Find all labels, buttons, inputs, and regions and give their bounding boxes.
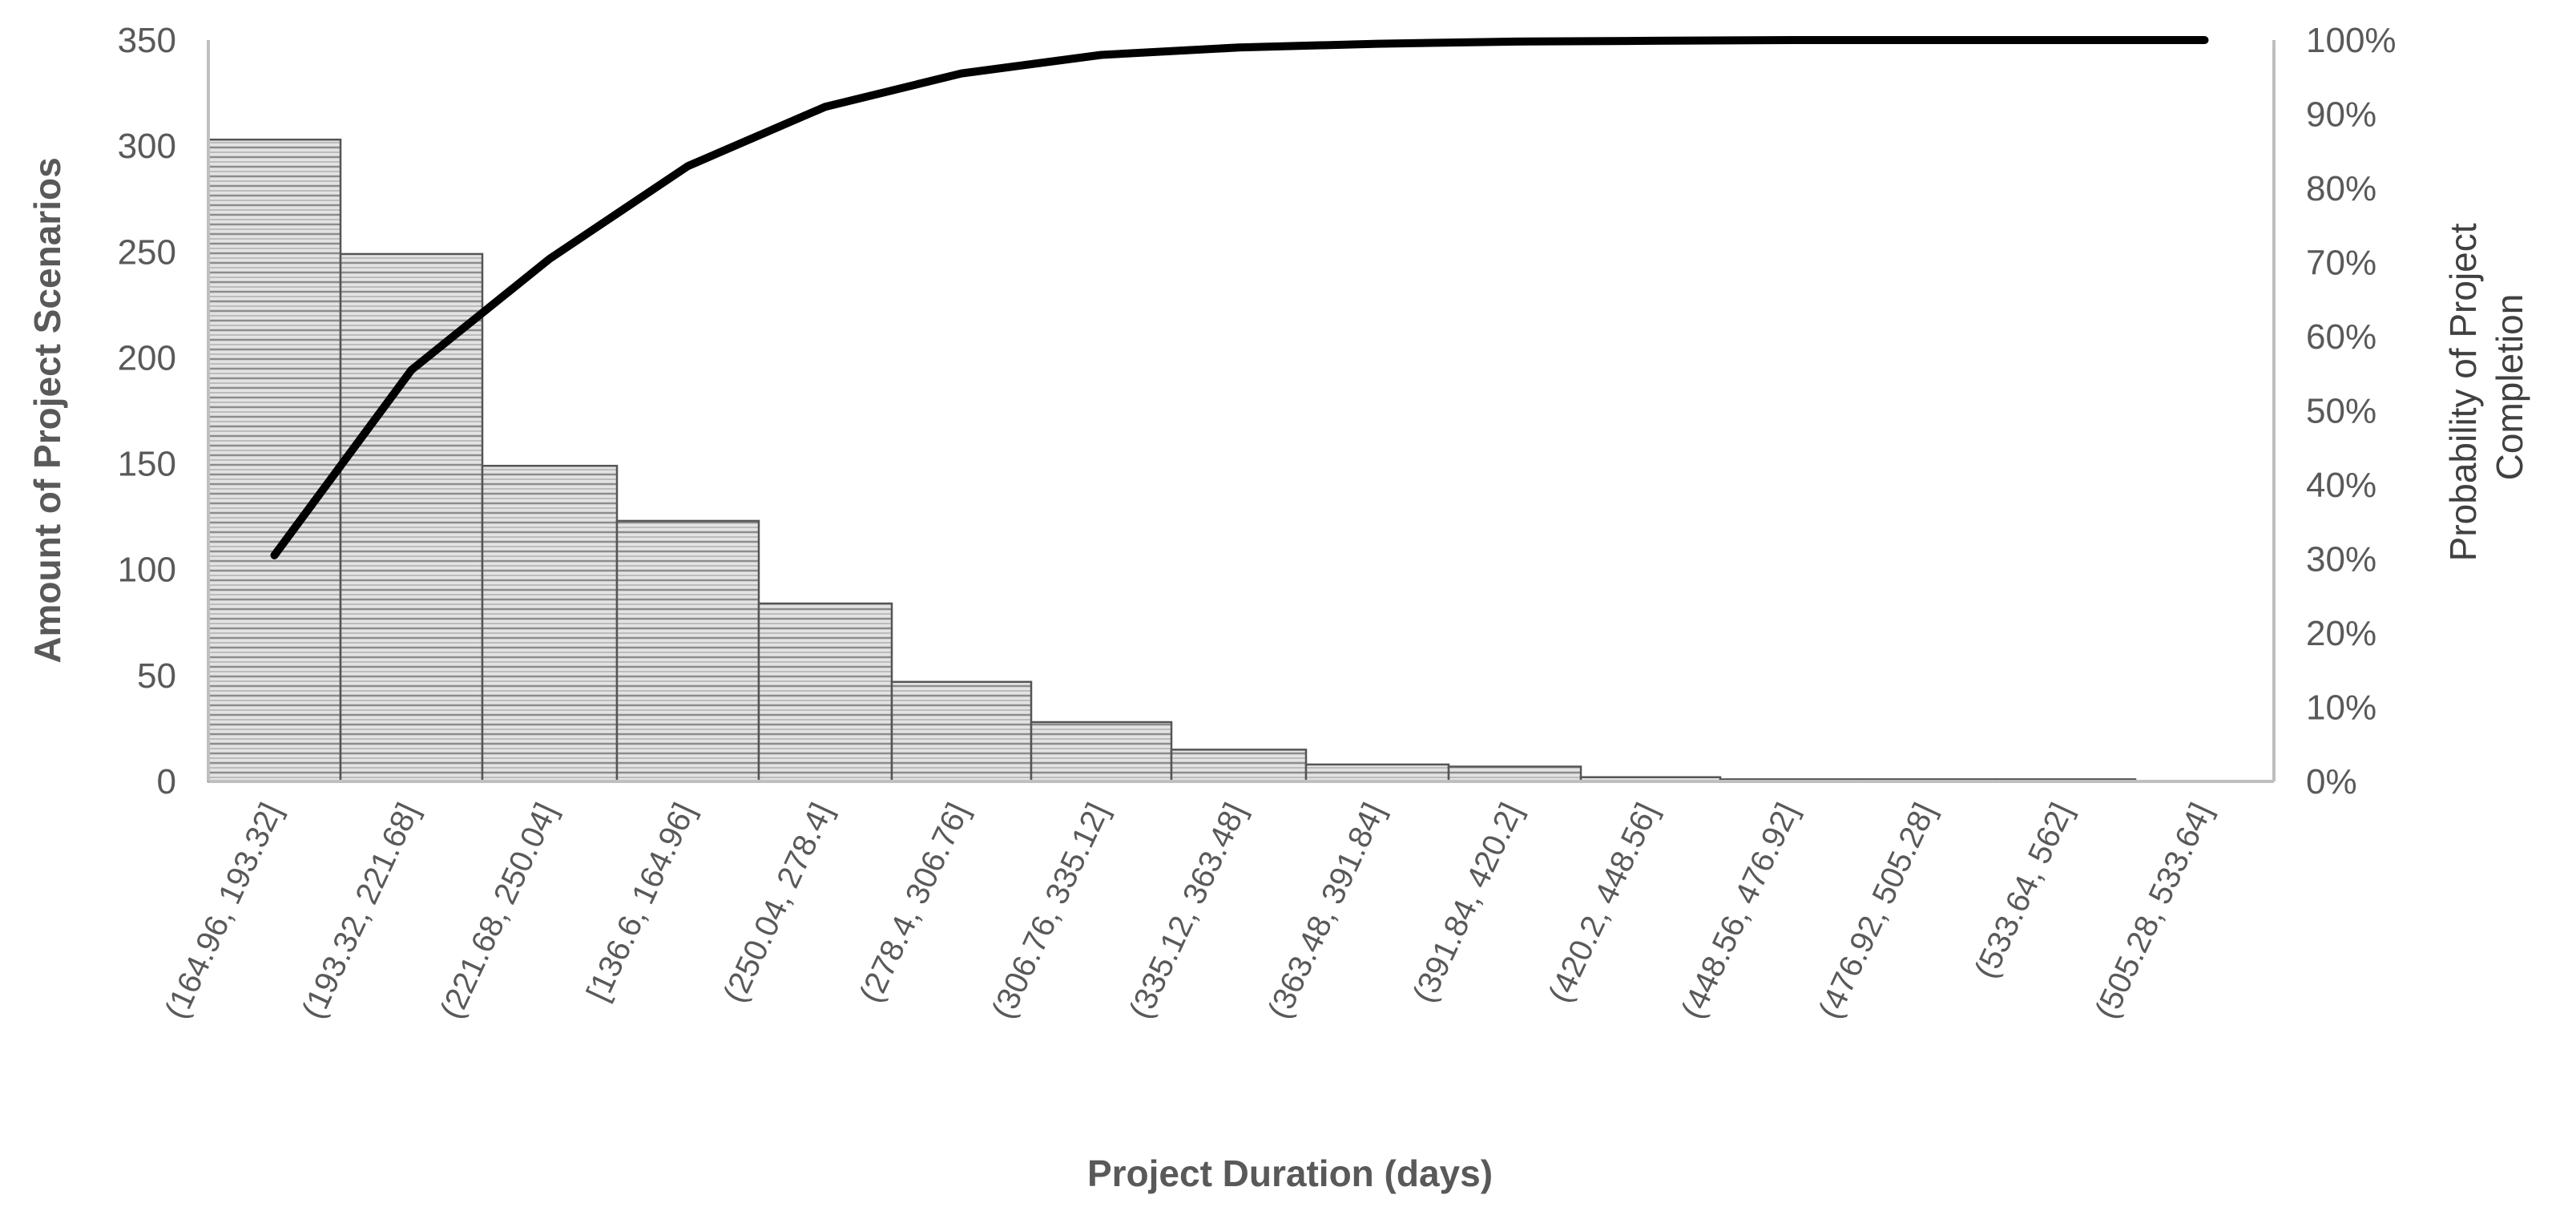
x-tick-label: (476.92, 505.28]	[1812, 797, 1943, 1024]
y-tick-label: 0	[157, 762, 176, 801]
y2-tick-label: 50%	[2306, 392, 2376, 431]
y-tick-label: 100	[118, 551, 176, 590]
left-tick-labels: 0 50 100 150 200 250 300 350	[118, 21, 176, 801]
axes-layer	[207, 40, 2276, 783]
x-tick-label: (363.48, 391.84]	[1261, 797, 1392, 1024]
bar-1	[339, 252, 484, 783]
y-tick-label: 150	[118, 445, 176, 484]
y-tick-label: 350	[118, 21, 176, 60]
y2-axis-title: Probability of Project Completion	[2442, 213, 2530, 562]
y-tick-label: 200	[118, 338, 176, 377]
x-tick-label: (391.84, 420.2]	[1406, 797, 1530, 1007]
y-tick-label: 250	[118, 232, 176, 272]
line-layer	[270, 36, 2209, 559]
x-tick-label: [136.6, 164.96]	[580, 797, 703, 1006]
x-tick-label: (306.76, 335.12]	[986, 797, 1116, 1024]
y2-tick-label: 40%	[2306, 466, 2376, 505]
bar-4	[757, 602, 893, 783]
y-tick-label: 50	[137, 656, 176, 696]
y-tick-label: 300	[118, 127, 176, 166]
y2-tick-label: 30%	[2306, 540, 2376, 579]
x-tick-label: (278.4, 306.76]	[853, 797, 977, 1007]
bar-0	[207, 138, 342, 783]
x-tick-label: (193.32, 221.68]	[296, 797, 426, 1024]
x-tick-label: (420.2, 448.56]	[1542, 797, 1666, 1007]
x-tick-label: (448.56, 476.92]	[1675, 797, 1805, 1024]
y2-tick-label: 20%	[2306, 614, 2376, 653]
x-axis-title: Project Duration (days)	[1087, 1153, 1493, 1194]
bar-6	[1030, 721, 1173, 783]
right-tick-labels: 0% 10% 20% 30% 40% 50% 60% 70% 80% 90% 100%	[2306, 21, 2397, 801]
bar-3	[615, 519, 760, 783]
y2-tick-label: 100%	[2306, 21, 2397, 60]
x-tick-label: (250.04, 278.4]	[717, 797, 841, 1007]
bar-9	[1447, 765, 1582, 783]
bar-8	[1304, 763, 1450, 783]
y2-tick-label: 90%	[2306, 95, 2376, 135]
y2-tick-label: 10%	[2306, 688, 2376, 728]
x-tick-label: (533.64, 562]	[1968, 797, 2080, 983]
x-tick-label: (221.68, 250.04]	[433, 797, 564, 1024]
bar-7	[1170, 749, 1308, 783]
y2-axis-title-line2: Completion	[2489, 294, 2530, 481]
y2-tick-label: 80%	[2306, 169, 2376, 208]
y2-axis-title-line1: Probability of Project	[2442, 223, 2484, 561]
bar-2	[481, 464, 619, 783]
bars-layer	[207, 138, 2137, 783]
y2-tick-label: 70%	[2306, 244, 2376, 283]
y-axis-title: Amount of Project Scenarios	[26, 157, 68, 663]
x-tick-labels: (164.96, 193.32] (193.32, 221.68] (221.68,…	[159, 797, 2219, 1024]
y2-tick-label: 0%	[2306, 762, 2357, 801]
y2-tick-label: 60%	[2306, 317, 2376, 357]
x-tick-label: (164.96, 193.32]	[159, 797, 289, 1024]
bar-5	[890, 680, 1033, 783]
x-tick-label: (505.28, 533.64]	[2089, 797, 2219, 1024]
x-tick-label: (335.12, 363.48]	[1123, 797, 1253, 1024]
